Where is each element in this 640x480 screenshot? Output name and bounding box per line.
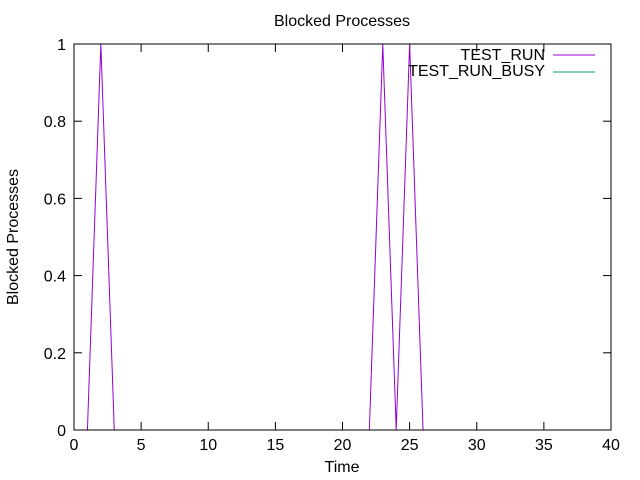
- axis-ticks: 0 5 10 15 20 25 30 35 40 0 0.2 0.4 0.6 0.8 1: [44, 37, 620, 454]
- x-tick-label: 10: [199, 437, 217, 454]
- y-axis-label: Blocked Processes: [5, 169, 22, 305]
- x-tick-label: 25: [401, 437, 419, 454]
- x-tick-label: 5: [137, 437, 146, 454]
- y-tick-label: 0.6: [44, 191, 66, 208]
- legend-label-test-run: TEST_RUN: [461, 47, 545, 64]
- x-axis-label: Time: [325, 459, 360, 476]
- y-tick-label: 0.8: [44, 114, 66, 131]
- x-tick-label: 40: [602, 437, 620, 454]
- y-tick-label: 1: [57, 37, 66, 54]
- legend-label-test-run-busy: TEST_RUN_BUSY: [408, 63, 545, 80]
- y-tick-label: 0: [57, 423, 66, 440]
- chart-title: Blocked Processes: [274, 13, 410, 30]
- x-tick-label: 15: [266, 437, 284, 454]
- legend: TEST_RUN TEST_RUN_BUSY: [408, 47, 595, 80]
- y-tick-label: 0.2: [44, 346, 66, 363]
- plot-frame: [73, 43, 612, 431]
- x-tick-label: 30: [468, 437, 486, 454]
- x-tick-label: 0: [70, 437, 79, 454]
- x-tick-label: 20: [334, 437, 352, 454]
- y-tick-label: 0.4: [44, 269, 66, 286]
- x-tick-label: 35: [535, 437, 553, 454]
